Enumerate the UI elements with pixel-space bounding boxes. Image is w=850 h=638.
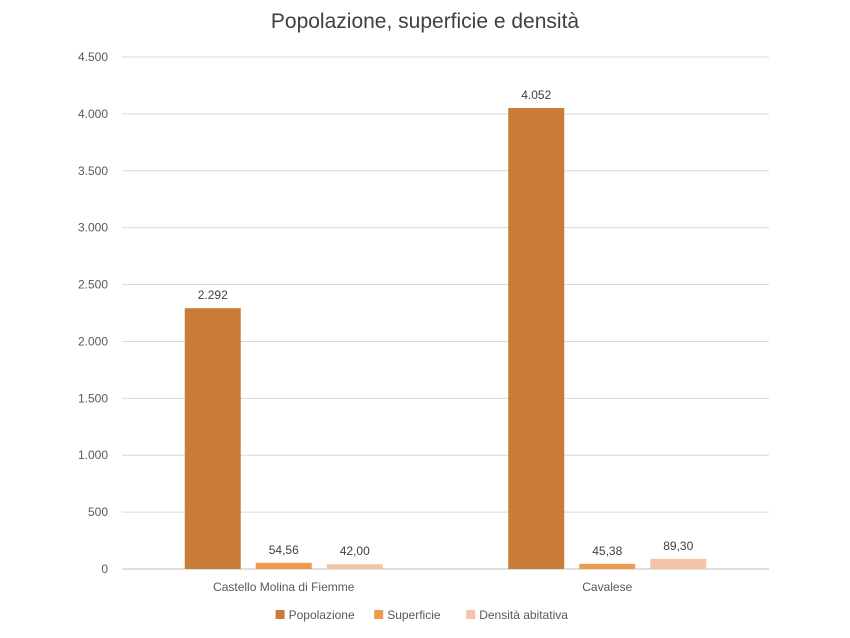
data-label: 89,30 <box>663 539 693 553</box>
y-tick-label: 1.500 <box>78 391 108 405</box>
data-labels: 2.292 54,56 42,00 4.052 45,38 89,30 <box>198 88 694 558</box>
y-tick-label: 3.000 <box>78 221 108 235</box>
legend-label: Superficie <box>387 608 441 622</box>
legend-swatch <box>275 610 285 619</box>
y-tick-label: 500 <box>88 505 108 519</box>
legend-label: Popolazione <box>289 608 355 622</box>
bars <box>184 107 707 569</box>
y-tick-label: 1.000 <box>78 448 108 462</box>
legend-swatch <box>374 610 384 619</box>
y-tick-label: 2.500 <box>78 278 108 292</box>
gridlines <box>122 56 769 570</box>
legend: Popolazione Superficie Densità abitativa <box>275 608 568 622</box>
y-tick-label: 3.500 <box>78 164 108 178</box>
bar <box>508 107 565 569</box>
bar <box>326 564 383 569</box>
data-label: 4.052 <box>521 88 551 102</box>
legend-label: Densità abitativa <box>479 608 568 622</box>
data-label: 54,56 <box>269 543 299 557</box>
x-axis: Castello Molina di Fiemme Cavalese <box>213 580 633 594</box>
bar <box>255 562 312 569</box>
legend-swatch <box>466 610 476 619</box>
data-label: 2.292 <box>198 288 228 302</box>
bar <box>650 558 707 569</box>
data-label: 42,00 <box>340 544 370 558</box>
bar <box>579 563 636 569</box>
y-tick-label: 4.000 <box>78 107 108 121</box>
data-label: 45,38 <box>592 544 622 558</box>
y-tick-label: 0 <box>101 562 108 576</box>
y-tick-label: 4.500 <box>78 50 108 64</box>
y-axis: 0 500 1.000 1.500 2.000 2.500 3.000 3.500 4.000 4… <box>78 50 108 576</box>
x-tick-label: Castello Molina di Fiemme <box>213 580 355 594</box>
bar <box>184 308 241 569</box>
chart-title: Popolazione, superficie e densità <box>270 10 580 33</box>
y-tick-label: 2.000 <box>78 334 108 348</box>
x-tick-label: Cavalese <box>582 580 632 594</box>
